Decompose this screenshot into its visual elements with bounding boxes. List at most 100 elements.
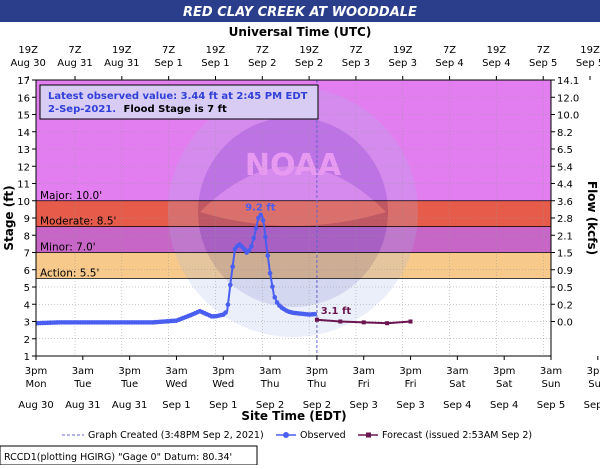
x-bottom-day: Mon [25, 379, 46, 390]
y-tick-label: 16 [17, 93, 30, 104]
x-bottom-time: 3am [353, 366, 375, 377]
y-left-title: Stage (ft) [2, 185, 16, 250]
y-right-tick-label: 8.2 [557, 128, 573, 139]
info-line2: 2-Sep-2021. Flood Stage is 7 ft [48, 104, 227, 115]
x-bottom-date: Aug 30 [18, 400, 53, 411]
watermark-text: NOAA [245, 148, 342, 183]
x-top-time: 19Z [18, 45, 38, 56]
y-tick-label: 8 [24, 231, 30, 242]
x-top-date: Aug 30 [10, 58, 45, 69]
x-top-date: Sep 3 [389, 58, 417, 69]
observed-point [251, 235, 257, 241]
x-top-date: Sep 5 [576, 58, 600, 69]
legend-observed: Observed [300, 430, 346, 441]
watermark-bird [200, 166, 386, 226]
y-tick-label: 11 [17, 180, 30, 191]
stage-label: Minor: 7.0' [40, 242, 96, 254]
y-right-tick-label: 0.5 [557, 283, 573, 294]
x-bottom-date: Sep 5 [537, 400, 565, 411]
x-bottom-date: Sep 1 [162, 400, 190, 411]
x-bottom-date: Sep 2 [256, 400, 284, 411]
x-top-time: 19Z [393, 45, 413, 56]
x-top-date: Sep 3 [342, 58, 370, 69]
forecast-point [385, 321, 390, 326]
x-bottom-time: 3pm [25, 366, 47, 377]
x-top-date: Sep 2 [248, 58, 276, 69]
x-bottom-time: 3am [540, 366, 562, 377]
info-date: 2-Sep-2021. [48, 104, 116, 115]
observed-point [230, 264, 235, 269]
y-tick-label: 14 [17, 128, 30, 139]
y-tick-label: 1 [24, 352, 30, 363]
x-bottom-time: 3pm [493, 366, 515, 377]
y-right-tick-label: 14.1 [557, 76, 579, 87]
x-bottom-time: 3pm [587, 366, 600, 377]
y-tick-label: 6 [24, 266, 30, 277]
y-right-tick-label: 0.2 [557, 300, 573, 311]
y-tick-label: 10 [17, 197, 30, 208]
y-right-tick-label: 5.4 [557, 162, 573, 173]
observed-point [265, 253, 271, 258]
observed-point [272, 295, 278, 300]
x-bottom-time: 3am [72, 366, 94, 377]
x-bottom-day: Sun [541, 379, 560, 390]
x-bottom-time: 3pm [212, 366, 234, 377]
x-bottom-date: Sep 4 [490, 400, 518, 411]
y-right-tick-label: 2.8 [557, 214, 573, 225]
noaa-watermark: NOAA [168, 87, 418, 337]
x-axis-top: 19Z Aug 30 7Z Aug 31 19Z Aug 31 7Z Sep 1 19Z Sep … [10, 45, 600, 80]
x-top-date: Aug 31 [104, 58, 139, 69]
x-bottom-day: Sun [588, 379, 600, 390]
y-tick-label: 9 [24, 214, 30, 225]
title-bar [0, 0, 600, 22]
y-tick-label: 5 [24, 283, 30, 294]
x-bottom-day: Fri [405, 379, 417, 390]
y-right-tick-label: 1.5 [557, 249, 573, 260]
x-top-date: Sep 4 [482, 58, 510, 69]
x-bottom-date: Sep 2 [303, 400, 331, 411]
footer-station: RCCD1(plotting HGIRG) "Gage 0" Datum: 80… [4, 452, 232, 463]
x-bottom-date: Sep 5 [584, 400, 600, 411]
x-top-date: Sep 1 [154, 58, 182, 69]
watermark-inner-disc [198, 117, 388, 307]
x-bottom-day: Tue [73, 379, 91, 390]
observed-point [312, 311, 317, 317]
x-bottom-day: Wed [212, 379, 234, 390]
x-top-date: Aug 31 [57, 58, 92, 69]
x-bottom-time: 3pm [399, 366, 421, 377]
y-right-title: Flow (kcfs) [585, 181, 599, 255]
x-bottom-time: 3am [259, 366, 281, 377]
legend-forecast: Forecast (issued 2:53AM Sep 2) [382, 430, 532, 441]
x-bottom-day: Sat [496, 379, 512, 390]
band-major [36, 200, 551, 227]
forecast-point [361, 320, 366, 325]
info-box: Latest observed value: 3.44 ft at 2:45 P… [39, 84, 319, 120]
x-bottom-day: Thu [307, 379, 327, 390]
x-bottom-date: Sep 3 [350, 400, 378, 411]
y-tick-label: 4 [24, 300, 30, 311]
observed-point [260, 218, 266, 223]
stage-labels: Major: 10.0' Moderate: 8.5' Minor: 7.0' Act… [40, 190, 116, 280]
x-top-time: 7Z [537, 45, 550, 56]
chart-title: RED CLAY CREEK AT WOODDALE [183, 5, 417, 20]
observed-point [270, 284, 275, 289]
legend-created: Graph Created (3:48PM Sep 2, 2021) [88, 430, 264, 441]
x-bottom-time: 3am [446, 366, 468, 377]
x-top-time: 7Z [162, 45, 175, 56]
x-bottom-date: Aug 31 [65, 400, 100, 411]
forecast-point [408, 319, 413, 324]
peak-label: 9.2 ft [245, 203, 276, 214]
x-top-date: Sep 5 [529, 58, 557, 69]
x-bottom-day: Wed [166, 379, 188, 390]
x-bottom-time: 3pm [306, 366, 328, 377]
y-right-tick-label: 4.4 [557, 180, 573, 191]
x-bottom-time: 3pm [118, 366, 140, 377]
x-bottom-day: Sat [449, 379, 465, 390]
x-top-date: Sep 4 [435, 58, 463, 69]
observed-point [263, 234, 268, 240]
y-tick-label: 7 [24, 249, 30, 260]
x-bottom-date: Sep 4 [443, 400, 471, 411]
observed-point [246, 248, 252, 253]
